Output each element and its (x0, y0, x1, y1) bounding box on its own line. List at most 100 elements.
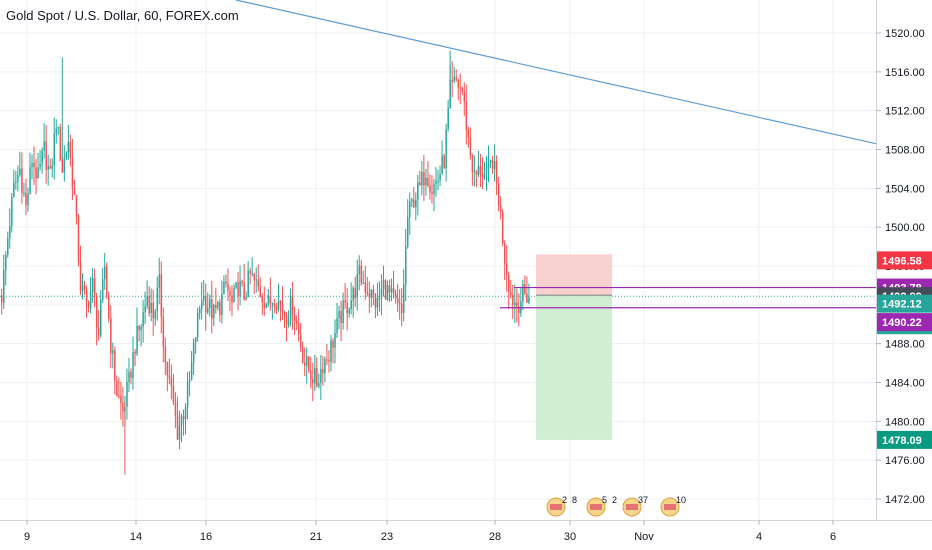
candle-body (285, 315, 288, 325)
stop-loss-zone[interactable] (536, 254, 612, 296)
candle-body (402, 284, 405, 313)
candle-body (57, 126, 60, 129)
candle-body (374, 294, 377, 308)
price-label-box (877, 430, 932, 449)
candle-body (423, 172, 425, 186)
candle-body (132, 351, 134, 378)
candle-body (396, 297, 399, 303)
candle-body (465, 101, 468, 131)
candle-body (485, 167, 488, 174)
candle-body (366, 291, 369, 294)
candle-body (9, 225, 11, 238)
candle-body (409, 201, 411, 218)
candle-body (419, 182, 421, 186)
candle-body (487, 162, 490, 168)
candle-body (257, 279, 260, 287)
time-axis[interactable]: 9 14 16 21 23 28 30 Nov 4 6 (0, 520, 932, 550)
risk-reward-position[interactable] (536, 254, 612, 440)
candle-body (388, 285, 391, 293)
candle-body (217, 302, 219, 308)
candle-body (477, 165, 480, 175)
candle-body (340, 310, 342, 324)
event-count: 2 (562, 495, 567, 505)
candle-body (140, 326, 142, 330)
candle-body (31, 162, 33, 168)
time-tick-label: 21 (310, 531, 322, 543)
candle-body (524, 283, 526, 294)
price-tick-label: 1504.00 (885, 183, 925, 195)
candle-body (360, 265, 363, 284)
candle-body (380, 289, 383, 299)
candle-body (255, 279, 258, 281)
candle-body (437, 180, 439, 182)
candle-body (510, 292, 512, 295)
candle-body (358, 265, 361, 275)
candle-body (512, 294, 514, 305)
chart-title: Gold Spot / U.S. Dollar, 60, FOREX.com (6, 8, 239, 23)
candle-body (407, 217, 409, 247)
candle-body (17, 174, 19, 182)
candle-body (243, 282, 245, 300)
candle-body (469, 137, 472, 155)
candle-body (194, 337, 197, 343)
candle-body (77, 216, 80, 263)
candle-body (417, 182, 419, 200)
candle-body (457, 79, 460, 88)
candle-body (271, 303, 274, 305)
candle-body (63, 157, 66, 173)
candle-body (493, 161, 496, 169)
candle-body (229, 290, 231, 296)
candle-body (7, 237, 9, 255)
candle-body (108, 295, 110, 318)
time-tick-label: 4 (756, 531, 762, 543)
event-badges[interactable]: 2 8 5 2 37 10 (546, 495, 686, 517)
candle-body (11, 196, 13, 226)
candle-body (180, 416, 183, 426)
candle-body (144, 306, 146, 313)
candle-body (427, 177, 429, 186)
candle-body (364, 282, 367, 292)
trendline[interactable] (235, 0, 877, 145)
candle-body (152, 302, 154, 319)
candle-body (291, 297, 294, 315)
candle-body (304, 362, 306, 366)
candle-body (332, 340, 334, 348)
horizontal-levels[interactable] (500, 286, 876, 309)
price-axis[interactable]: 1472.00 1476.00 1480.00 1484.00 1488.00 1492.… (876, 0, 932, 550)
candle-body (85, 290, 88, 302)
candle-body (198, 309, 201, 314)
candle-body (79, 262, 82, 291)
candle-body (97, 327, 100, 336)
candle-body (110, 317, 112, 354)
candle-body (114, 350, 116, 381)
candle-body (421, 172, 423, 186)
event-count: 8 (572, 495, 577, 505)
candle-body (134, 351, 136, 354)
candle-body (443, 155, 445, 169)
price-tick-label: 1500.00 (885, 222, 925, 234)
candle-body (227, 283, 229, 291)
candle-body (320, 369, 322, 384)
candle-body (61, 160, 64, 173)
candle-body (174, 402, 177, 416)
candle-body (390, 288, 393, 293)
candle-body (160, 274, 163, 317)
candle-body (251, 273, 253, 275)
candle-body (352, 287, 354, 301)
candle-body (188, 379, 191, 383)
candle-body (69, 142, 72, 158)
take-profit-zone[interactable] (536, 295, 612, 440)
candle-body (150, 302, 152, 314)
candle-body (35, 167, 37, 179)
candle-body (489, 160, 492, 163)
candle-body (39, 164, 41, 168)
candle-body (21, 168, 23, 194)
price-tick-label: 1476.00 (885, 455, 925, 467)
candle-body (247, 270, 249, 297)
candle-body (275, 306, 278, 310)
price-labels: 1496.581493.781492.891492.1247:59141490.… (877, 251, 932, 449)
candle-body (245, 296, 247, 300)
candle-body (289, 297, 292, 321)
candle-body (293, 314, 296, 322)
